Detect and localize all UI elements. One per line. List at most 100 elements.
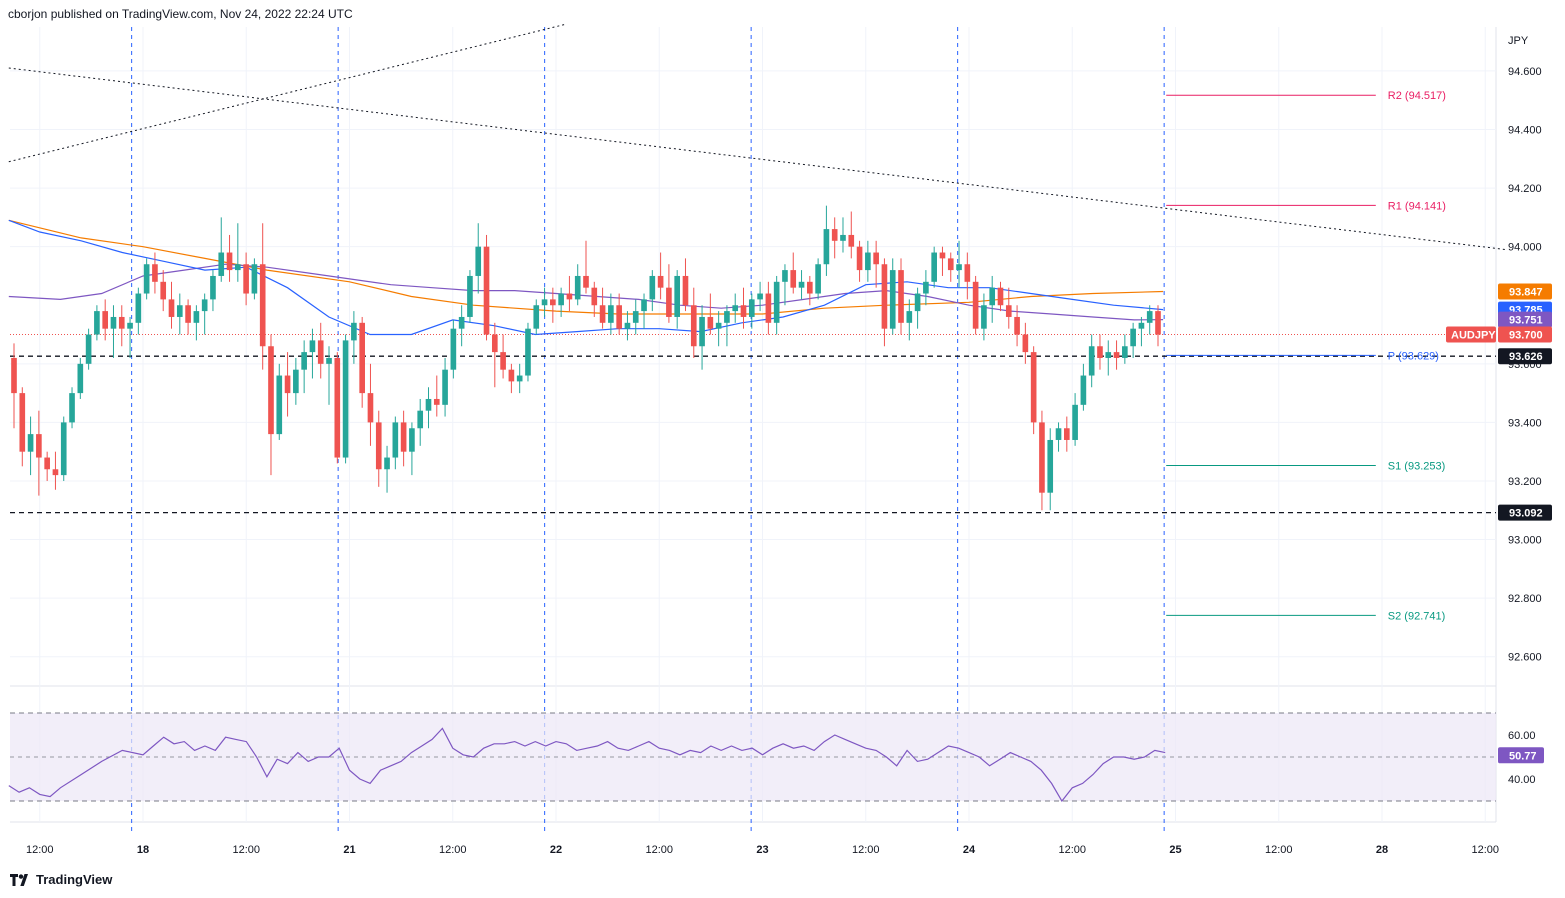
candle-body[interactable] — [235, 264, 241, 271]
candle-body[interactable] — [881, 264, 888, 329]
candle-body[interactable] — [981, 305, 987, 329]
candle-body[interactable] — [1130, 328, 1136, 347]
footer-brand[interactable]: TradingView — [10, 872, 112, 887]
candle-body[interactable] — [193, 311, 200, 323]
candle-body[interactable] — [997, 287, 1004, 306]
candle-body[interactable] — [972, 281, 979, 329]
sma-orange-line[interactable] — [8, 219, 1164, 315]
candle-body[interactable] — [583, 275, 589, 288]
candle-body[interactable] — [914, 293, 921, 312]
candle-body[interactable] — [956, 264, 962, 271]
candle-body[interactable] — [218, 252, 225, 276]
candle-body[interactable] — [317, 340, 324, 364]
candle-body[interactable] — [707, 316, 714, 329]
candle-body[interactable] — [69, 393, 75, 423]
candle-body[interactable] — [36, 434, 42, 458]
candle-body[interactable] — [815, 264, 821, 294]
candle-body[interactable] — [210, 275, 216, 300]
candle-body[interactable] — [143, 264, 150, 294]
candle-body[interactable] — [1063, 428, 1070, 440]
candle-body[interactable] — [1039, 422, 1045, 493]
candle-body[interactable] — [94, 311, 100, 335]
candle-body[interactable] — [276, 375, 283, 435]
candle-body[interactable] — [947, 258, 954, 271]
candle-body[interactable] — [699, 316, 705, 347]
candle-body[interactable] — [342, 340, 349, 458]
candle-body[interactable] — [433, 398, 440, 405]
candle-body[interactable] — [467, 275, 473, 317]
candle-body[interactable] — [60, 422, 67, 476]
candle-body[interactable] — [541, 299, 548, 306]
candle-body[interactable] — [102, 311, 109, 329]
candle-body[interactable] — [558, 293, 564, 306]
candle-body[interactable] — [765, 293, 772, 323]
candle-body[interactable] — [11, 357, 17, 394]
candle-body[interactable] — [724, 311, 730, 323]
candle-body[interactable] — [840, 234, 846, 241]
candle-body[interactable] — [674, 275, 681, 317]
sma-blue-line[interactable] — [8, 219, 1164, 336]
candle-body[interactable] — [715, 322, 722, 329]
candle-body[interactable] — [293, 369, 299, 394]
candle-body[interactable] — [309, 340, 316, 353]
candle-body[interactable] — [939, 252, 946, 259]
candle-body[interactable] — [641, 299, 647, 312]
candle-body[interactable] — [757, 293, 763, 300]
rsi-line[interactable] — [8, 727, 1166, 803]
candle-body[interactable] — [243, 264, 249, 294]
candle-body[interactable] — [1005, 305, 1012, 317]
candle-body[interactable] — [1072, 404, 1078, 440]
candle-body[interactable] — [732, 305, 739, 312]
candle-body[interactable] — [831, 229, 838, 241]
candle-body[interactable] — [533, 305, 540, 329]
candle-body[interactable] — [798, 281, 805, 288]
candle-body[interactable] — [160, 281, 167, 300]
candle-body[interactable] — [1105, 352, 1112, 358]
candle-body[interactable] — [657, 275, 664, 288]
candle-body[interactable] — [1030, 352, 1037, 423]
candle-body[interactable] — [176, 305, 183, 317]
candle-body[interactable] — [268, 346, 274, 435]
candle-body[interactable] — [152, 264, 158, 282]
candle-body[interactable] — [508, 369, 515, 382]
candle-body[interactable] — [682, 275, 689, 306]
candle-body[interactable] — [491, 334, 498, 353]
candle-body[interactable] — [375, 422, 382, 470]
candle-body[interactable] — [417, 410, 424, 429]
candle-body[interactable] — [458, 316, 465, 329]
candle-body[interactable] — [400, 422, 407, 452]
candle-body[interactable] — [566, 293, 573, 300]
candle-body[interactable] — [351, 322, 357, 341]
candle-body[interactable] — [475, 246, 482, 276]
trendline[interactable] — [8, 67, 1506, 251]
candle-body[interactable] — [1097, 346, 1103, 358]
candle-body[interactable] — [226, 252, 233, 271]
candle-body[interactable] — [865, 252, 871, 271]
candle-body[interactable] — [392, 422, 399, 458]
candle-body[interactable] — [740, 305, 747, 317]
candle-body[interactable] — [931, 252, 937, 282]
candle-body[interactable] — [690, 305, 697, 347]
candle-body[interactable] — [550, 299, 556, 306]
candle-body[interactable] — [591, 287, 598, 306]
candle-body[interactable] — [906, 311, 913, 323]
candle-body[interactable] — [367, 393, 374, 423]
candle-body[interactable] — [574, 275, 581, 300]
candle-body[interactable] — [1122, 346, 1128, 358]
candle-body[interactable] — [1014, 316, 1020, 335]
trendline[interactable] — [8, 23, 567, 163]
candle-body[interactable] — [52, 469, 59, 476]
candle-body[interactable] — [624, 322, 631, 329]
candle-body[interactable] — [168, 299, 175, 317]
candle-body[interactable] — [483, 246, 490, 335]
candle-body[interactable] — [923, 281, 929, 294]
candle-body[interactable] — [1155, 311, 1161, 335]
candle-body[interactable] — [873, 252, 879, 265]
candle-body[interactable] — [85, 334, 92, 364]
candle-body[interactable] — [773, 281, 780, 323]
candle-body[interactable] — [251, 264, 258, 294]
candle-body[interactable] — [127, 322, 133, 329]
candle-body[interactable] — [19, 393, 26, 452]
candle-body[interactable] — [326, 357, 332, 364]
